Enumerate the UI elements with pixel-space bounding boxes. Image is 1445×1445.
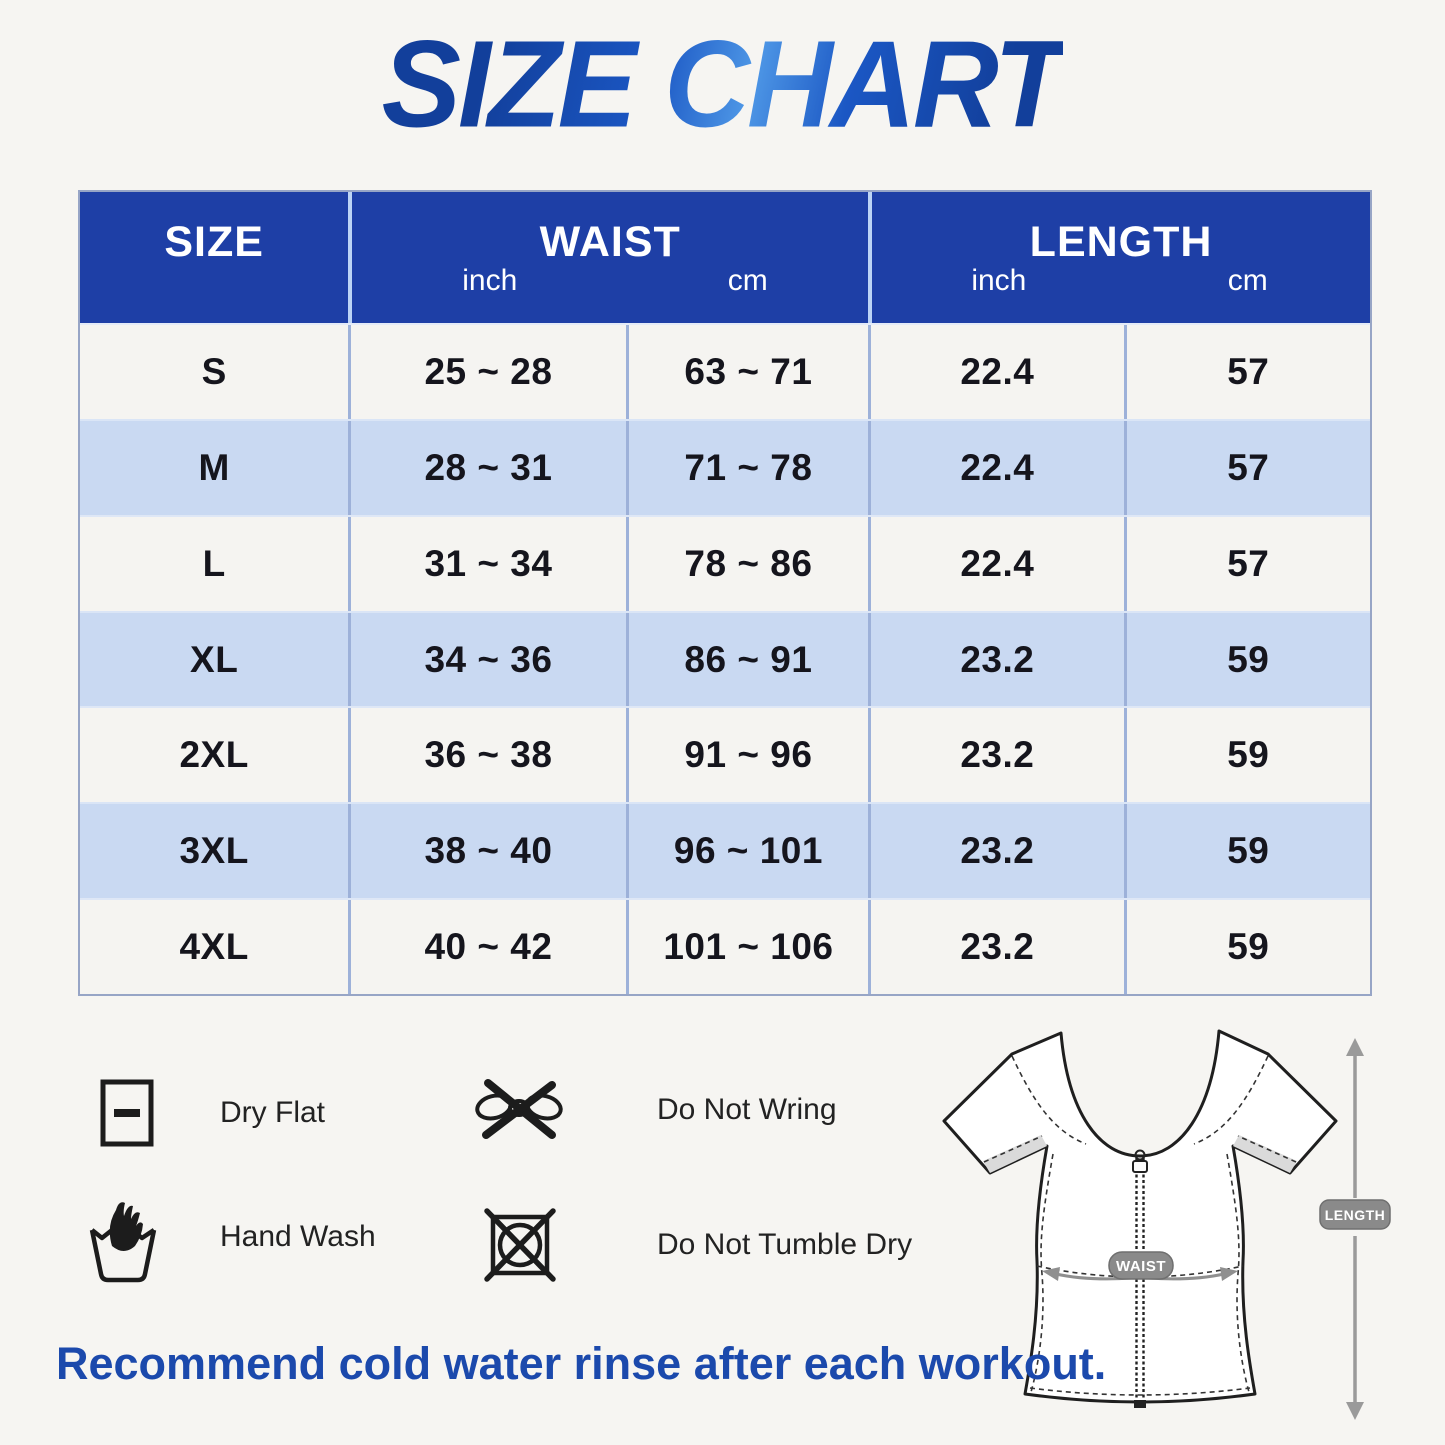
bottom-note: Recommend cold water rinse after each wo… (56, 1338, 1107, 1389)
waist-inch-cell: 34 ~ 36 (348, 612, 625, 707)
care-label: Hand Wash (220, 1220, 376, 1253)
page-title-text: SIZE CHART (382, 13, 1067, 155)
size-cell: XL (190, 638, 239, 680)
waist-inch-cell: 40 ~ 42 (348, 900, 625, 995)
table-row: XL 34 ~ 36 86 ~ 91 23.2 59 (80, 610, 1370, 707)
length-inch-cell: 23.2 (868, 708, 1123, 803)
size-cell: 3XL (179, 830, 249, 872)
header-length-label: LENGTH (1029, 218, 1213, 266)
page-title: SIZE CHART (0, 13, 1445, 155)
length-cm-cell: 57 (1123, 420, 1370, 515)
header-waist-label: WAIST (539, 218, 681, 266)
waist-cm-cell: 96 ~ 101 (625, 804, 869, 899)
garment-outline (942, 1029, 1338, 1404)
size-cell: 2XL (179, 734, 249, 776)
waist-cm-cell: 101 ~ 106 (625, 900, 869, 995)
care-item-do-not-tumble-dry: Do Not Tumble Dry (482, 1204, 912, 1286)
care-item-hand-wash: Hand Wash (88, 1190, 376, 1284)
length-inch-cell: 22.4 (868, 325, 1123, 419)
waist-inch-cell: 38 ~ 40 (348, 804, 625, 899)
header-length-inch-label: inch (971, 264, 1027, 297)
waist-inch-cell: 28 ~ 31 (348, 420, 625, 515)
size-cell: M (198, 446, 230, 488)
size-table-body: S 25 ~ 28 63 ~ 71 22.4 57 M 28 ~ 31 71 ~… (80, 325, 1370, 995)
waist-inch-cell: 31 ~ 34 (348, 516, 625, 611)
length-inch-cell: 23.2 (868, 900, 1123, 995)
waist-cm-cell: 71 ~ 78 (625, 420, 869, 515)
table-row: 2XL 36 ~ 38 91 ~ 96 23.2 59 (80, 706, 1370, 803)
header-waist: WAIST inch cm (348, 192, 868, 323)
header-waist-cm-label: cm (727, 264, 768, 297)
waist-badge: WAIST (1116, 1258, 1166, 1275)
length-inch-cell: 23.2 (868, 612, 1123, 707)
length-inch-cell: 23.2 (868, 804, 1123, 899)
length-cm-cell: 59 (1123, 900, 1370, 995)
header-size-label: SIZE (164, 218, 264, 266)
hand-wash-icon (88, 1190, 158, 1284)
care-item-dry-flat: Dry Flat (98, 1078, 325, 1148)
length-badge: LENGTH (1325, 1207, 1386, 1223)
waist-cm-cell: 63 ~ 71 (625, 325, 869, 419)
care-label: Do Not Tumble Dry (657, 1228, 913, 1261)
length-cm-cell: 59 (1123, 708, 1370, 803)
waist-cm-cell: 91 ~ 96 (625, 708, 869, 803)
waist-cm-cell: 86 ~ 91 (625, 612, 869, 707)
size-table-header: SIZE WAIST inch cm LENGTH inch cm (80, 192, 1370, 325)
table-row: L 31 ~ 34 78 ~ 86 22.4 57 (80, 514, 1370, 611)
do-not-tumble-dry-icon (482, 1204, 558, 1286)
care-label: Do Not Wring (657, 1093, 837, 1126)
waist-cm-cell: 78 ~ 86 (625, 516, 869, 611)
zipper (1132, 1149, 1148, 1408)
length-inch-cell: 22.4 (868, 420, 1123, 515)
header-size: SIZE (80, 192, 348, 323)
dry-flat-icon (98, 1078, 156, 1148)
size-cell: 4XL (179, 926, 249, 968)
size-cell: L (202, 542, 226, 584)
size-table: SIZE WAIST inch cm LENGTH inch cm S 25 ~… (78, 190, 1372, 996)
header-length: LENGTH inch cm (868, 192, 1370, 323)
header-waist-inch-label: inch (462, 264, 518, 297)
table-row: M 28 ~ 31 71 ~ 78 22.4 57 (80, 418, 1370, 515)
table-row: 3XL 38 ~ 40 96 ~ 101 23.2 59 (80, 802, 1370, 899)
do-not-wring-icon (471, 1074, 567, 1146)
length-cm-cell: 59 (1123, 612, 1370, 707)
table-row: 4XL 40 ~ 42 101 ~ 106 23.2 59 (80, 898, 1370, 995)
garment-figure: WAIST LENGTH (938, 1026, 1416, 1426)
care-label: Dry Flat (220, 1096, 325, 1129)
length-inch-cell: 22.4 (868, 516, 1123, 611)
header-length-cm-label: cm (1227, 264, 1268, 297)
care-item-do-not-wring: Do Not Wring (471, 1074, 837, 1146)
length-cm-cell: 57 (1123, 516, 1370, 611)
waist-inch-cell: 25 ~ 28 (348, 325, 625, 419)
length-cm-cell: 57 (1123, 325, 1370, 419)
length-cm-cell: 59 (1123, 804, 1370, 899)
size-cell: S (201, 350, 227, 392)
table-row: S 25 ~ 28 63 ~ 71 22.4 57 (80, 325, 1370, 419)
waist-inch-cell: 36 ~ 38 (348, 708, 625, 803)
